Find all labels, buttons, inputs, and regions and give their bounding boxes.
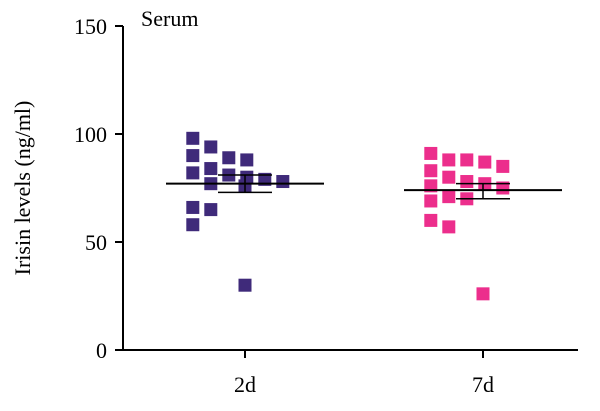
data-point — [460, 153, 474, 167]
data-point — [204, 162, 218, 176]
series-layer — [166, 131, 562, 301]
data-point — [424, 213, 438, 227]
data-point — [424, 179, 438, 193]
data-point — [186, 218, 200, 232]
data-point — [186, 200, 200, 214]
data-point — [424, 146, 438, 160]
y-tick-label: 50 — [85, 230, 107, 255]
data-point — [442, 170, 456, 184]
x-tick-label: 2d — [234, 372, 256, 397]
data-point — [186, 131, 200, 145]
data-point — [478, 155, 492, 169]
data-point — [460, 175, 474, 189]
data-point — [222, 151, 236, 165]
data-point — [496, 159, 510, 173]
data-point — [424, 164, 438, 178]
y-tick-label: 150 — [74, 14, 107, 39]
y-axis-title: Irisin levels (ng/ml) — [10, 101, 35, 276]
axes — [122, 26, 578, 351]
y-ticks: 0 50 100 150 — [74, 14, 123, 363]
data-point — [240, 153, 254, 167]
series-2d — [166, 131, 324, 292]
data-point — [442, 153, 456, 167]
data-point — [476, 287, 490, 301]
data-point — [258, 172, 272, 186]
data-point — [424, 194, 438, 208]
data-point — [204, 203, 218, 217]
data-point — [238, 278, 252, 292]
x-ticks: 2d 7d — [234, 350, 494, 397]
data-point — [276, 175, 290, 189]
panel-title: Serum — [141, 6, 198, 31]
y-tick-label: 100 — [74, 122, 107, 147]
y-tick-label: 0 — [96, 338, 107, 363]
data-point — [186, 166, 200, 180]
data-point — [204, 140, 218, 154]
data-point — [496, 181, 510, 195]
x-tick-label: 7d — [472, 372, 494, 397]
data-point — [442, 190, 456, 204]
data-point — [442, 220, 456, 234]
series-7d — [404, 146, 562, 301]
data-point — [186, 149, 200, 163]
